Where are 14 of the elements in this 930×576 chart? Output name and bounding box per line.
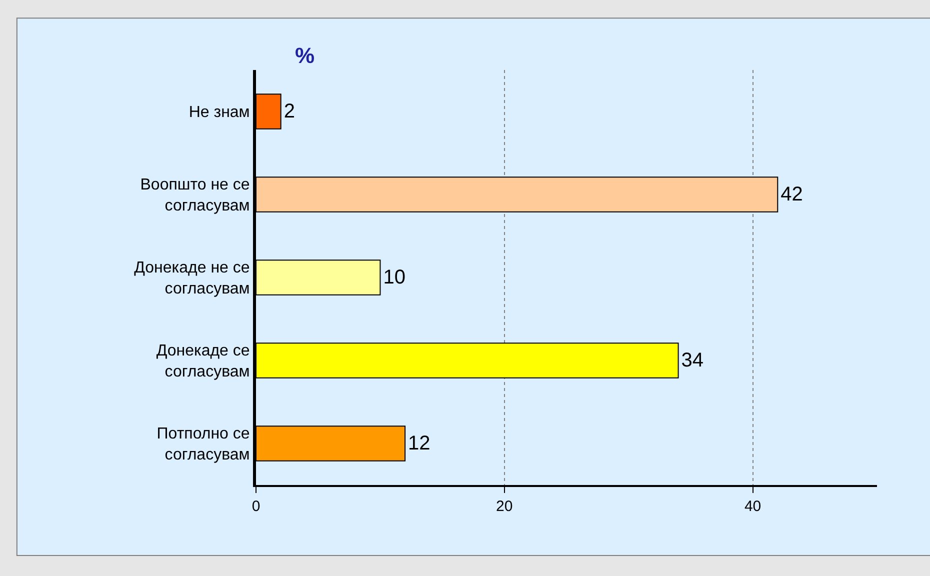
x-tick-label: 40 [744,498,762,515]
data-label: 42 [780,184,803,206]
data-label: 10 [383,266,406,288]
y-tick-label: Донекаде не се согласувам [134,260,250,298]
y-tick-label: Не знам [188,104,250,122]
y-tick-label: Донекаде се согласувам [156,342,250,380]
x-tick-label: 20 [496,498,513,515]
text: % [295,43,315,68]
data-label: 12 [408,432,430,454]
y-tick-label: Потполно се согласувам [156,426,250,464]
y-tick-label: Воопшто не се согласувам [140,176,250,214]
data-label: 2 [284,100,295,122]
x-tick-label: 0 [252,498,260,515]
data-label: 34 [681,350,704,372]
